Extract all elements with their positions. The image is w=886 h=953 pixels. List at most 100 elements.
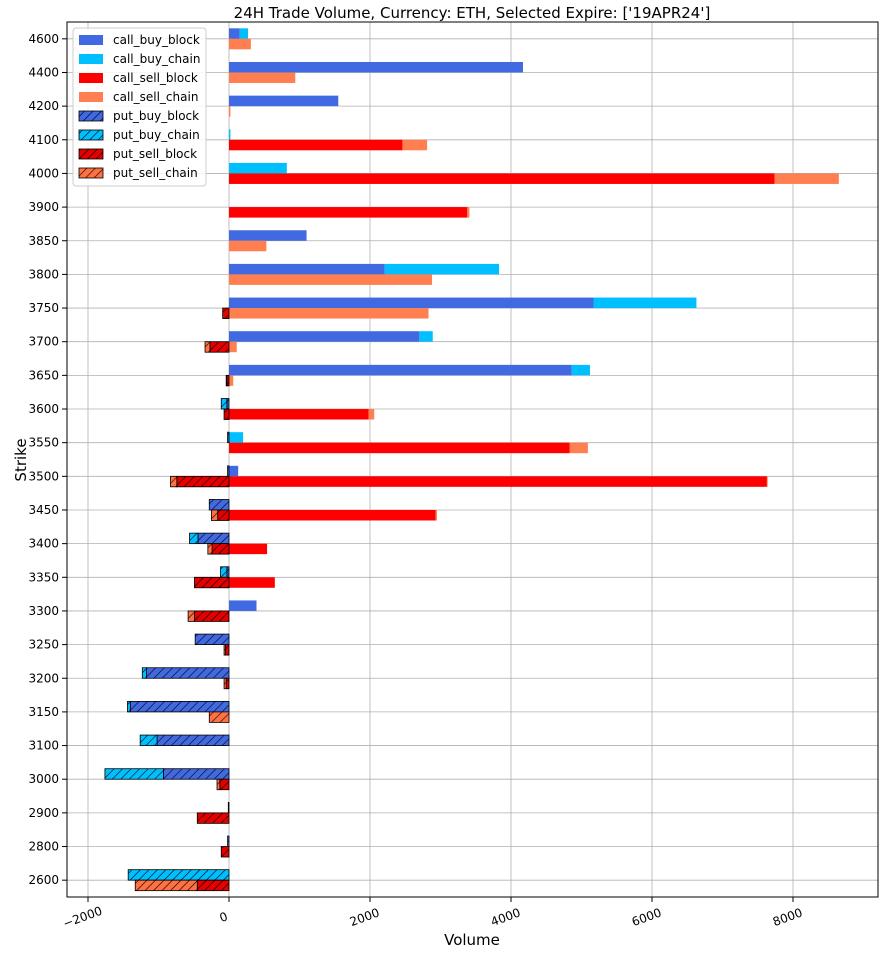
y-tick-label: 4000 <box>28 166 59 180</box>
legend-swatch <box>79 35 103 45</box>
x-axis-title: Volume <box>444 931 500 949</box>
bar-hatch-put-sell-chain <box>135 880 198 891</box>
bar-hatch-put-sell-chain <box>226 375 227 386</box>
bar-hatch-put-buy-block <box>226 398 229 410</box>
bar-call-sell-block <box>229 442 570 454</box>
bar-hatch-put-sell-chain <box>217 779 220 790</box>
legend-label: put_sell_block <box>113 147 197 161</box>
bar-hatch-put-sell-chain <box>170 476 177 487</box>
bar-hatch-put-buy-chain <box>189 533 198 544</box>
legend-label: call_sell_block <box>113 71 198 85</box>
bar-hatch-put-sell-block <box>224 409 229 420</box>
bar-call-sell-block <box>229 139 403 151</box>
y-tick-label: 3700 <box>28 335 59 349</box>
y-tick-label: 3900 <box>28 200 59 214</box>
bar-call-buy-block <box>229 600 257 611</box>
legend-swatch-hatch <box>79 149 103 159</box>
y-tick-label: 3250 <box>28 638 59 652</box>
bar-hatch-put-sell-block <box>194 610 229 622</box>
y-tick-label: 4600 <box>28 32 59 46</box>
bar-call-sell-block <box>229 207 468 218</box>
bar-hatch-put-sell-block <box>219 779 229 790</box>
y-tick-label: 3200 <box>28 671 59 685</box>
legend-label: put_buy_block <box>113 109 199 123</box>
y-axis-title: Strike <box>12 438 30 481</box>
y-tick-label: 3350 <box>28 570 59 584</box>
y-tick-label: 3850 <box>28 234 59 248</box>
bar-hatch-put-buy-block <box>227 836 229 847</box>
bar-call-sell-block <box>229 509 436 521</box>
bar-call-buy-chain <box>384 263 500 275</box>
legend-swatch <box>79 54 103 64</box>
plot-frame <box>66 21 879 898</box>
y-tick-label: 3650 <box>28 368 59 382</box>
bar-hatch-put-buy-chain <box>140 735 158 746</box>
x-axis: −2000 0 2000 4000 6000 8000 <box>61 897 804 931</box>
y-tick-label: 3600 <box>28 402 59 416</box>
bar-hatch-put-buy-block <box>163 768 229 780</box>
bar-call-buy-chain <box>593 297 697 309</box>
legend-label: call_buy_block <box>113 33 200 47</box>
bars <box>104 28 839 892</box>
x-tick-label: 4000 <box>489 905 522 929</box>
legend-frame <box>72 27 207 187</box>
y-tick-label: 4100 <box>28 133 59 147</box>
bar-call-sell-chain <box>569 442 588 454</box>
y-tick-label: 2800 <box>28 840 59 854</box>
y-tick-label: 2900 <box>28 806 59 820</box>
bar-hatch-put-buy-chain <box>221 398 227 410</box>
x-tick-label: 8000 <box>771 905 804 929</box>
bar-hatch-put-buy-block <box>197 533 229 544</box>
bar-call-buy-block <box>229 465 239 477</box>
legend-swatch <box>79 92 103 102</box>
bar-call-buy-block <box>229 230 307 241</box>
bar-call-buy-block <box>229 61 523 73</box>
bar-hatch-put-sell-block <box>217 509 229 521</box>
bar-hatch-put-sell-block <box>225 644 229 656</box>
y-tick-label: 3400 <box>28 537 59 551</box>
bar-hatch-put-buy-block <box>157 735 229 746</box>
bar-call-sell-chain <box>229 341 237 353</box>
bar-hatch-put-sell-block <box>209 341 229 353</box>
bar-call-sell-chain <box>229 72 296 83</box>
legend-label: put_buy_chain <box>113 128 200 142</box>
chart-title: 24H Trade Volume, Currency: ETH, Selecte… <box>234 4 711 22</box>
bar-call-sell-block <box>229 577 275 588</box>
bar-call-buy-block <box>229 364 572 376</box>
bar-call-buy-block <box>229 331 420 342</box>
legend-swatch-hatch <box>79 130 103 140</box>
bar-call-buy-chain <box>239 28 249 39</box>
bar-hatch-put-buy-chain <box>142 667 147 679</box>
y-tick-label: 3100 <box>28 739 59 753</box>
y-tick-label: 3450 <box>28 503 59 517</box>
bar-hatch-put-buy-block <box>227 465 229 477</box>
bar-hatch-put-sell-chain <box>224 678 227 689</box>
bar-call-sell-chain <box>229 375 234 386</box>
bar-hatch-put-sell-block <box>222 308 229 319</box>
bar-hatch-put-sell-block <box>197 880 229 891</box>
y-tick-label: 3000 <box>28 772 59 786</box>
x-tick-label: 2000 <box>348 905 381 929</box>
bar-hatch-put-sell-block <box>221 846 229 858</box>
y-tick-label: 3300 <box>28 604 59 618</box>
bar-hatch-put-buy-chain <box>128 869 229 881</box>
bar-call-sell-block <box>229 476 767 487</box>
bar-call-buy-block <box>229 297 594 309</box>
bar-hatch-put-sell-chain <box>207 543 213 555</box>
bar-hatch-put-buy-block <box>228 802 229 813</box>
bar-call-sell-chain <box>229 308 429 319</box>
bar-call-buy-chain <box>419 331 433 342</box>
bar-hatch-put-sell-chain <box>224 644 226 656</box>
legend: call_buy_block call_buy_chain call_sell_bl… <box>72 27 207 187</box>
y-tick-label: 4400 <box>28 65 59 79</box>
legend-swatch-hatch <box>79 111 103 121</box>
bar-hatch-put-buy-block <box>227 432 229 443</box>
y-axis: 4600 4400 4200 4100 4000 3900 3850 3800 3750 3700… <box>28 32 67 887</box>
bar-call-sell-block <box>229 173 775 184</box>
y-tick-label: 3500 <box>28 469 59 483</box>
x-tick-label: 6000 <box>630 905 663 929</box>
bar-call-sell-chain <box>402 139 428 151</box>
bar-hatch-put-sell-block <box>226 375 229 386</box>
bar-hatch-put-sell-block <box>194 577 229 588</box>
